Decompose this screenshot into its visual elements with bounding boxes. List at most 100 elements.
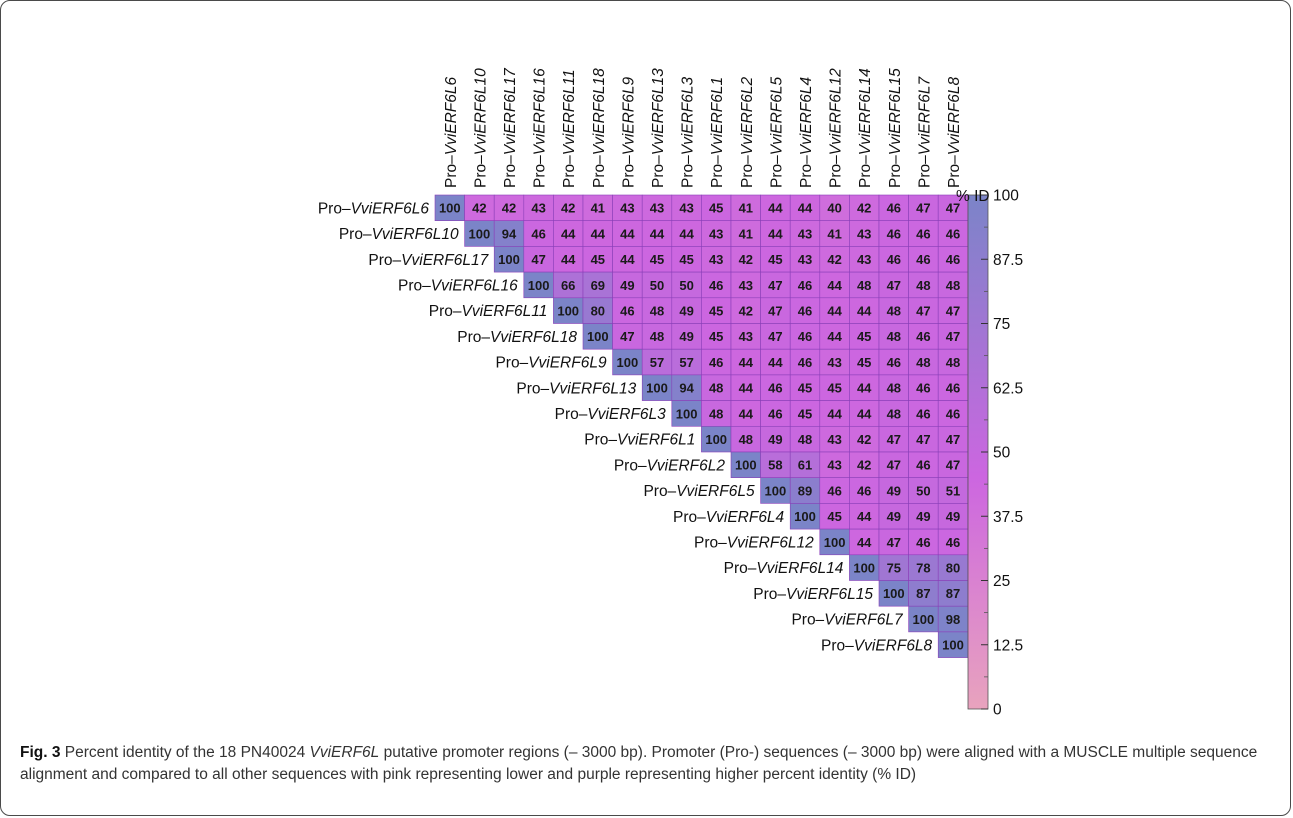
heatmap-cell [849, 194, 880, 222]
cell-value: 44 [679, 226, 694, 241]
heatmap-cell [701, 246, 732, 273]
heatmap-cell [789, 246, 821, 273]
cell-value: 80 [946, 560, 960, 575]
heatmap-cell [612, 271, 643, 299]
cell-value: 100 [646, 381, 668, 396]
cell-value: 46 [916, 329, 930, 344]
row-label: Pro–VviERF6L10 [339, 226, 459, 243]
cell-value: 46 [709, 278, 723, 293]
cell-value: 42 [739, 303, 753, 318]
cell-value: 44 [857, 381, 872, 396]
heatmap-cell [819, 194, 850, 222]
heatmap-cell [671, 348, 702, 376]
heatmap-cell [671, 220, 702, 247]
cell-value: 47 [531, 252, 545, 267]
cell-value: 42 [857, 432, 871, 447]
heatmap-cell [641, 271, 673, 299]
cell-value: 43 [798, 252, 812, 267]
heatmap-cell [612, 220, 643, 247]
heatmap-cell [553, 246, 584, 273]
cell-value: 43 [857, 226, 871, 241]
cell-value: 47 [768, 278, 782, 293]
heatmap-cell [612, 348, 643, 376]
row-label: Pro–VviERF6L15 [753, 586, 873, 603]
cell-value: 46 [798, 329, 812, 344]
cell-value: 47 [946, 329, 960, 344]
cell-value: 46 [887, 355, 901, 370]
cell-value: 50 [679, 278, 693, 293]
cell-value: 47 [887, 278, 901, 293]
row-label: Pro–VviERF6L4 [673, 509, 785, 526]
heatmap-cell [937, 323, 969, 350]
cell-value: 48 [709, 381, 723, 396]
colorbar-tick-label: 62.5 [993, 380, 1023, 397]
cell-value: 46 [798, 278, 812, 293]
cell-value: 44 [798, 201, 813, 216]
heatmap-cell [612, 194, 643, 222]
cell-value: 49 [946, 509, 960, 524]
cell-value: 42 [472, 201, 486, 216]
cell-value: 43 [531, 201, 545, 216]
cell-value: 47 [620, 329, 634, 344]
cell-value: 45 [591, 252, 605, 267]
colorbar-tick-label: 0 [993, 702, 1002, 719]
cell-value: 44 [768, 201, 783, 216]
cell-value: 100 [439, 201, 461, 216]
cell-value: 48 [798, 432, 812, 447]
figure-label: Fig. 3 [20, 744, 61, 761]
heatmap-cell [553, 297, 584, 324]
column-label: Pro–VviERF6L10 [472, 68, 489, 188]
cell-value: 44 [620, 252, 635, 267]
cell-value: 41 [827, 226, 841, 241]
heatmap-cell [789, 400, 821, 427]
cell-value: 48 [946, 278, 960, 293]
cell-value: 48 [946, 355, 960, 370]
heatmap-cell [878, 348, 909, 376]
heatmap-cell [908, 297, 939, 324]
cell-value: 46 [916, 406, 930, 421]
cell-value: 43 [709, 226, 723, 241]
cell-value: 43 [650, 201, 664, 216]
cell-value: 44 [591, 226, 606, 241]
cell-value: 49 [768, 432, 782, 447]
cell-value: 47 [768, 329, 782, 344]
column-label: Pro–VviERF6L17 [502, 67, 519, 188]
heatmap-cell [937, 528, 969, 556]
heatmap-cell [937, 477, 969, 504]
cell-value: 46 [798, 355, 812, 370]
cell-value: 48 [887, 329, 901, 344]
cell-value: 100 [498, 252, 520, 267]
cell-value: 48 [650, 303, 664, 318]
cell-value: 49 [887, 509, 901, 524]
column-label: Pro–VviERF6L12 [828, 68, 845, 188]
row-label: Pro–VviERF6L11 [429, 303, 548, 320]
cell-value: 61 [798, 458, 812, 473]
cell-value: 43 [827, 355, 841, 370]
cell-value: 100 [942, 638, 964, 653]
cell-value: 45 [709, 201, 723, 216]
cell-value: 47 [916, 201, 930, 216]
heatmap-cell [730, 194, 761, 222]
cell-value: 44 [739, 381, 754, 396]
cell-value: 46 [531, 226, 545, 241]
heatmap-cell [464, 194, 495, 222]
heatmap-cell [878, 374, 909, 401]
cell-value: 47 [916, 303, 930, 318]
cell-value: 45 [857, 329, 871, 344]
cell-value: 46 [887, 226, 901, 241]
cell-value: 44 [857, 303, 872, 318]
cell-value: 45 [798, 381, 812, 396]
cell-value: 100 [765, 483, 787, 498]
cell-value: 43 [679, 201, 693, 216]
cell-value: 100 [824, 535, 846, 550]
heatmap-cell [760, 246, 791, 273]
cell-value: 46 [946, 252, 960, 267]
cell-value: 48 [887, 303, 901, 318]
cell-value: 43 [620, 201, 634, 216]
heatmap-cell [878, 246, 909, 273]
column-label: Pro–VviERF6L1 [709, 77, 726, 188]
cell-value: 45 [679, 252, 693, 267]
colorbar-title: % ID [956, 188, 990, 205]
heatmap-cell [849, 323, 880, 350]
